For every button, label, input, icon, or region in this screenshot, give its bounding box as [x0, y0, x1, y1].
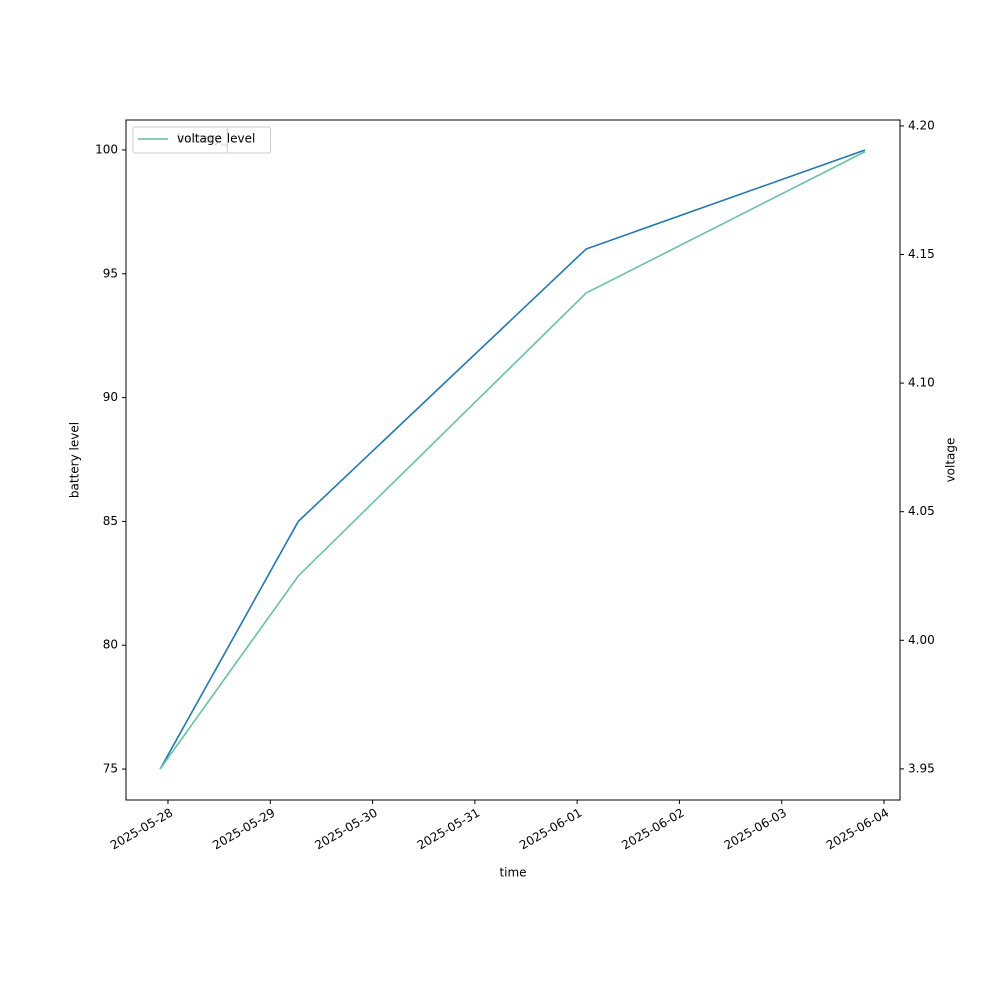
y-tick-label: 95 — [103, 266, 118, 280]
y-tick-label: 80 — [103, 638, 118, 652]
x-tick-label: 2025-05-30 — [312, 806, 379, 853]
y2-tick-label: 4.15 — [908, 247, 935, 261]
y2-tick-label: 4.00 — [908, 633, 935, 647]
x-tick-label: 2025-06-03 — [722, 806, 789, 853]
series-line — [159, 149, 866, 770]
x-tick-label: 2025-06-01 — [517, 806, 584, 853]
legend: voltage — [132, 126, 228, 154]
y-axis-label: battery level — [68, 422, 82, 498]
y-tick-label: 100 — [95, 142, 118, 156]
x-tick-label: 2025-05-28 — [108, 806, 175, 853]
y2-axis-label: voltage — [944, 438, 958, 483]
plot-frame — [125, 119, 901, 801]
x-tick-label: 2025-05-29 — [210, 806, 277, 853]
y-tick-label: 75 — [103, 762, 118, 776]
legend-box — [132, 126, 228, 154]
y2-tick-label: 3.95 — [908, 761, 935, 775]
y2-tick-label: 4.20 — [908, 118, 935, 132]
series-line — [159, 150, 866, 770]
y2-tick-label: 4.10 — [908, 376, 935, 390]
x-axis-label: time — [499, 866, 526, 880]
y2-tick-label: 4.05 — [908, 504, 935, 518]
y-tick-label: 85 — [103, 514, 118, 528]
x-tick-label: 2025-06-04 — [824, 806, 891, 853]
x-tick-label: 2025-05-31 — [415, 806, 482, 853]
legend-label: voltage — [177, 132, 222, 146]
y-tick-label: 90 — [103, 390, 118, 404]
x-tick-label: 2025-06-02 — [619, 806, 686, 853]
